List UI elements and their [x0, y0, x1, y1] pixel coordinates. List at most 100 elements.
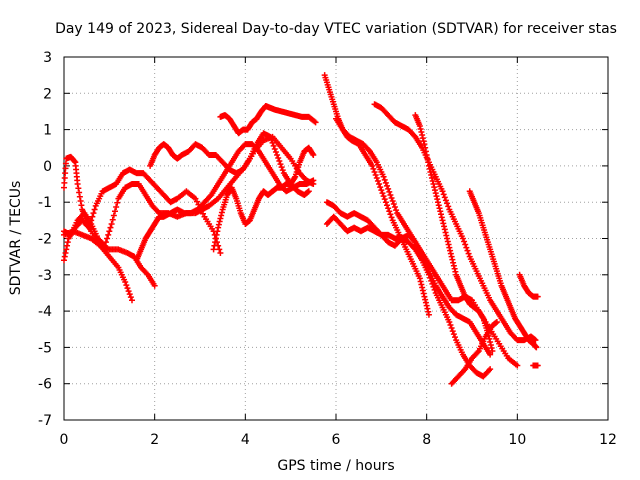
y-tick-label: -5: [38, 340, 52, 356]
data-point: [376, 181, 383, 188]
data-point: [267, 133, 274, 140]
data-point: [102, 239, 109, 246]
data-point: [422, 296, 429, 303]
data-point: [274, 152, 281, 159]
data-point: [381, 176, 388, 183]
data-point: [382, 199, 389, 206]
data-point: [78, 202, 85, 209]
data-point: [419, 284, 426, 291]
data-point: [207, 193, 214, 200]
data-point: [487, 338, 494, 345]
data-point: [451, 265, 458, 272]
data-point: [107, 224, 114, 231]
data-point: [389, 197, 396, 204]
data-point: [384, 202, 390, 209]
data-point: [431, 184, 438, 191]
data-point: [446, 244, 453, 251]
data-point: [445, 241, 452, 248]
data-point: [488, 345, 495, 352]
data-point: [411, 132, 418, 139]
data-point: [387, 191, 394, 198]
data-point: [393, 207, 400, 214]
data-point: [77, 197, 84, 204]
data-point: [112, 208, 118, 215]
data-point: [432, 190, 439, 197]
axis-ticks: [63, 56, 609, 421]
data-point: [371, 168, 378, 175]
data-point: [428, 175, 435, 181]
data-point: [90, 210, 97, 217]
data-point: [215, 221, 222, 228]
data-point: [385, 205, 392, 212]
data-point: [425, 159, 432, 166]
data-point: [450, 259, 457, 266]
data-point: [464, 247, 471, 254]
data-point: [423, 152, 430, 159]
data-point: [213, 231, 220, 238]
data-point: [439, 188, 446, 195]
data-point: [105, 231, 112, 238]
data-point: [215, 224, 222, 231]
data-point: [372, 171, 379, 178]
data-point: [444, 200, 451, 207]
data-point: [465, 250, 472, 257]
data-point: [474, 349, 481, 356]
data-point: [89, 213, 96, 220]
data-point: [74, 181, 81, 188]
data-point: [385, 185, 392, 192]
x-tick-labels: 0 2 4 6 8 10 12: [60, 432, 617, 448]
x-tick-label: 6: [332, 432, 341, 448]
chart-title: Day 149 of 2023, Sidereal Day-to-day VTE…: [55, 21, 617, 37]
data-point: [459, 235, 466, 242]
data-point: [365, 147, 372, 154]
data-point: [450, 331, 457, 338]
data-point: [278, 164, 285, 171]
data-point: [113, 204, 120, 211]
y-tick-label: 0: [43, 159, 52, 175]
data-point: [425, 162, 432, 169]
data-point: [369, 162, 376, 169]
data-point: [114, 199, 121, 206]
y-tick-label: 1: [43, 123, 52, 139]
data-point: [124, 285, 131, 292]
data-point: [211, 242, 218, 249]
y-tick-label: -1: [38, 195, 52, 211]
data-point: [437, 208, 444, 215]
data-point: [212, 239, 219, 246]
data-point: [428, 171, 435, 178]
data-point: [533, 344, 540, 351]
data-point: [462, 241, 469, 248]
data-point: [381, 196, 388, 203]
series-track-h: [210, 144, 317, 253]
data-point: [309, 150, 316, 157]
y-tick-label: 2: [43, 86, 52, 102]
data-point: [442, 197, 449, 204]
data-point: [216, 246, 223, 253]
data-point: [391, 204, 398, 211]
data-point: [217, 215, 224, 222]
data-point: [435, 202, 442, 209]
data-point: [441, 194, 448, 201]
data-point: [387, 211, 394, 218]
data-point: [446, 318, 453, 325]
data-point: [380, 193, 387, 200]
data-point: [427, 168, 434, 175]
data-points: [61, 72, 541, 387]
data-point: [416, 275, 423, 282]
data-point: [279, 167, 286, 174]
data-point: [214, 228, 221, 235]
data-point: [75, 185, 82, 192]
data-point: [479, 314, 486, 321]
data-point: [291, 175, 298, 181]
data-point: [430, 181, 437, 188]
data-point: [486, 367, 492, 374]
data-point: [447, 250, 454, 257]
x-axis-label: GPS time / hours: [277, 458, 394, 474]
data-point: [390, 201, 397, 208]
data-point: [110, 212, 117, 219]
data-point: [441, 226, 448, 233]
data-point: [463, 244, 470, 251]
y-tick-label: 3: [43, 50, 52, 66]
data-point: [439, 217, 446, 224]
data-point: [101, 242, 108, 249]
